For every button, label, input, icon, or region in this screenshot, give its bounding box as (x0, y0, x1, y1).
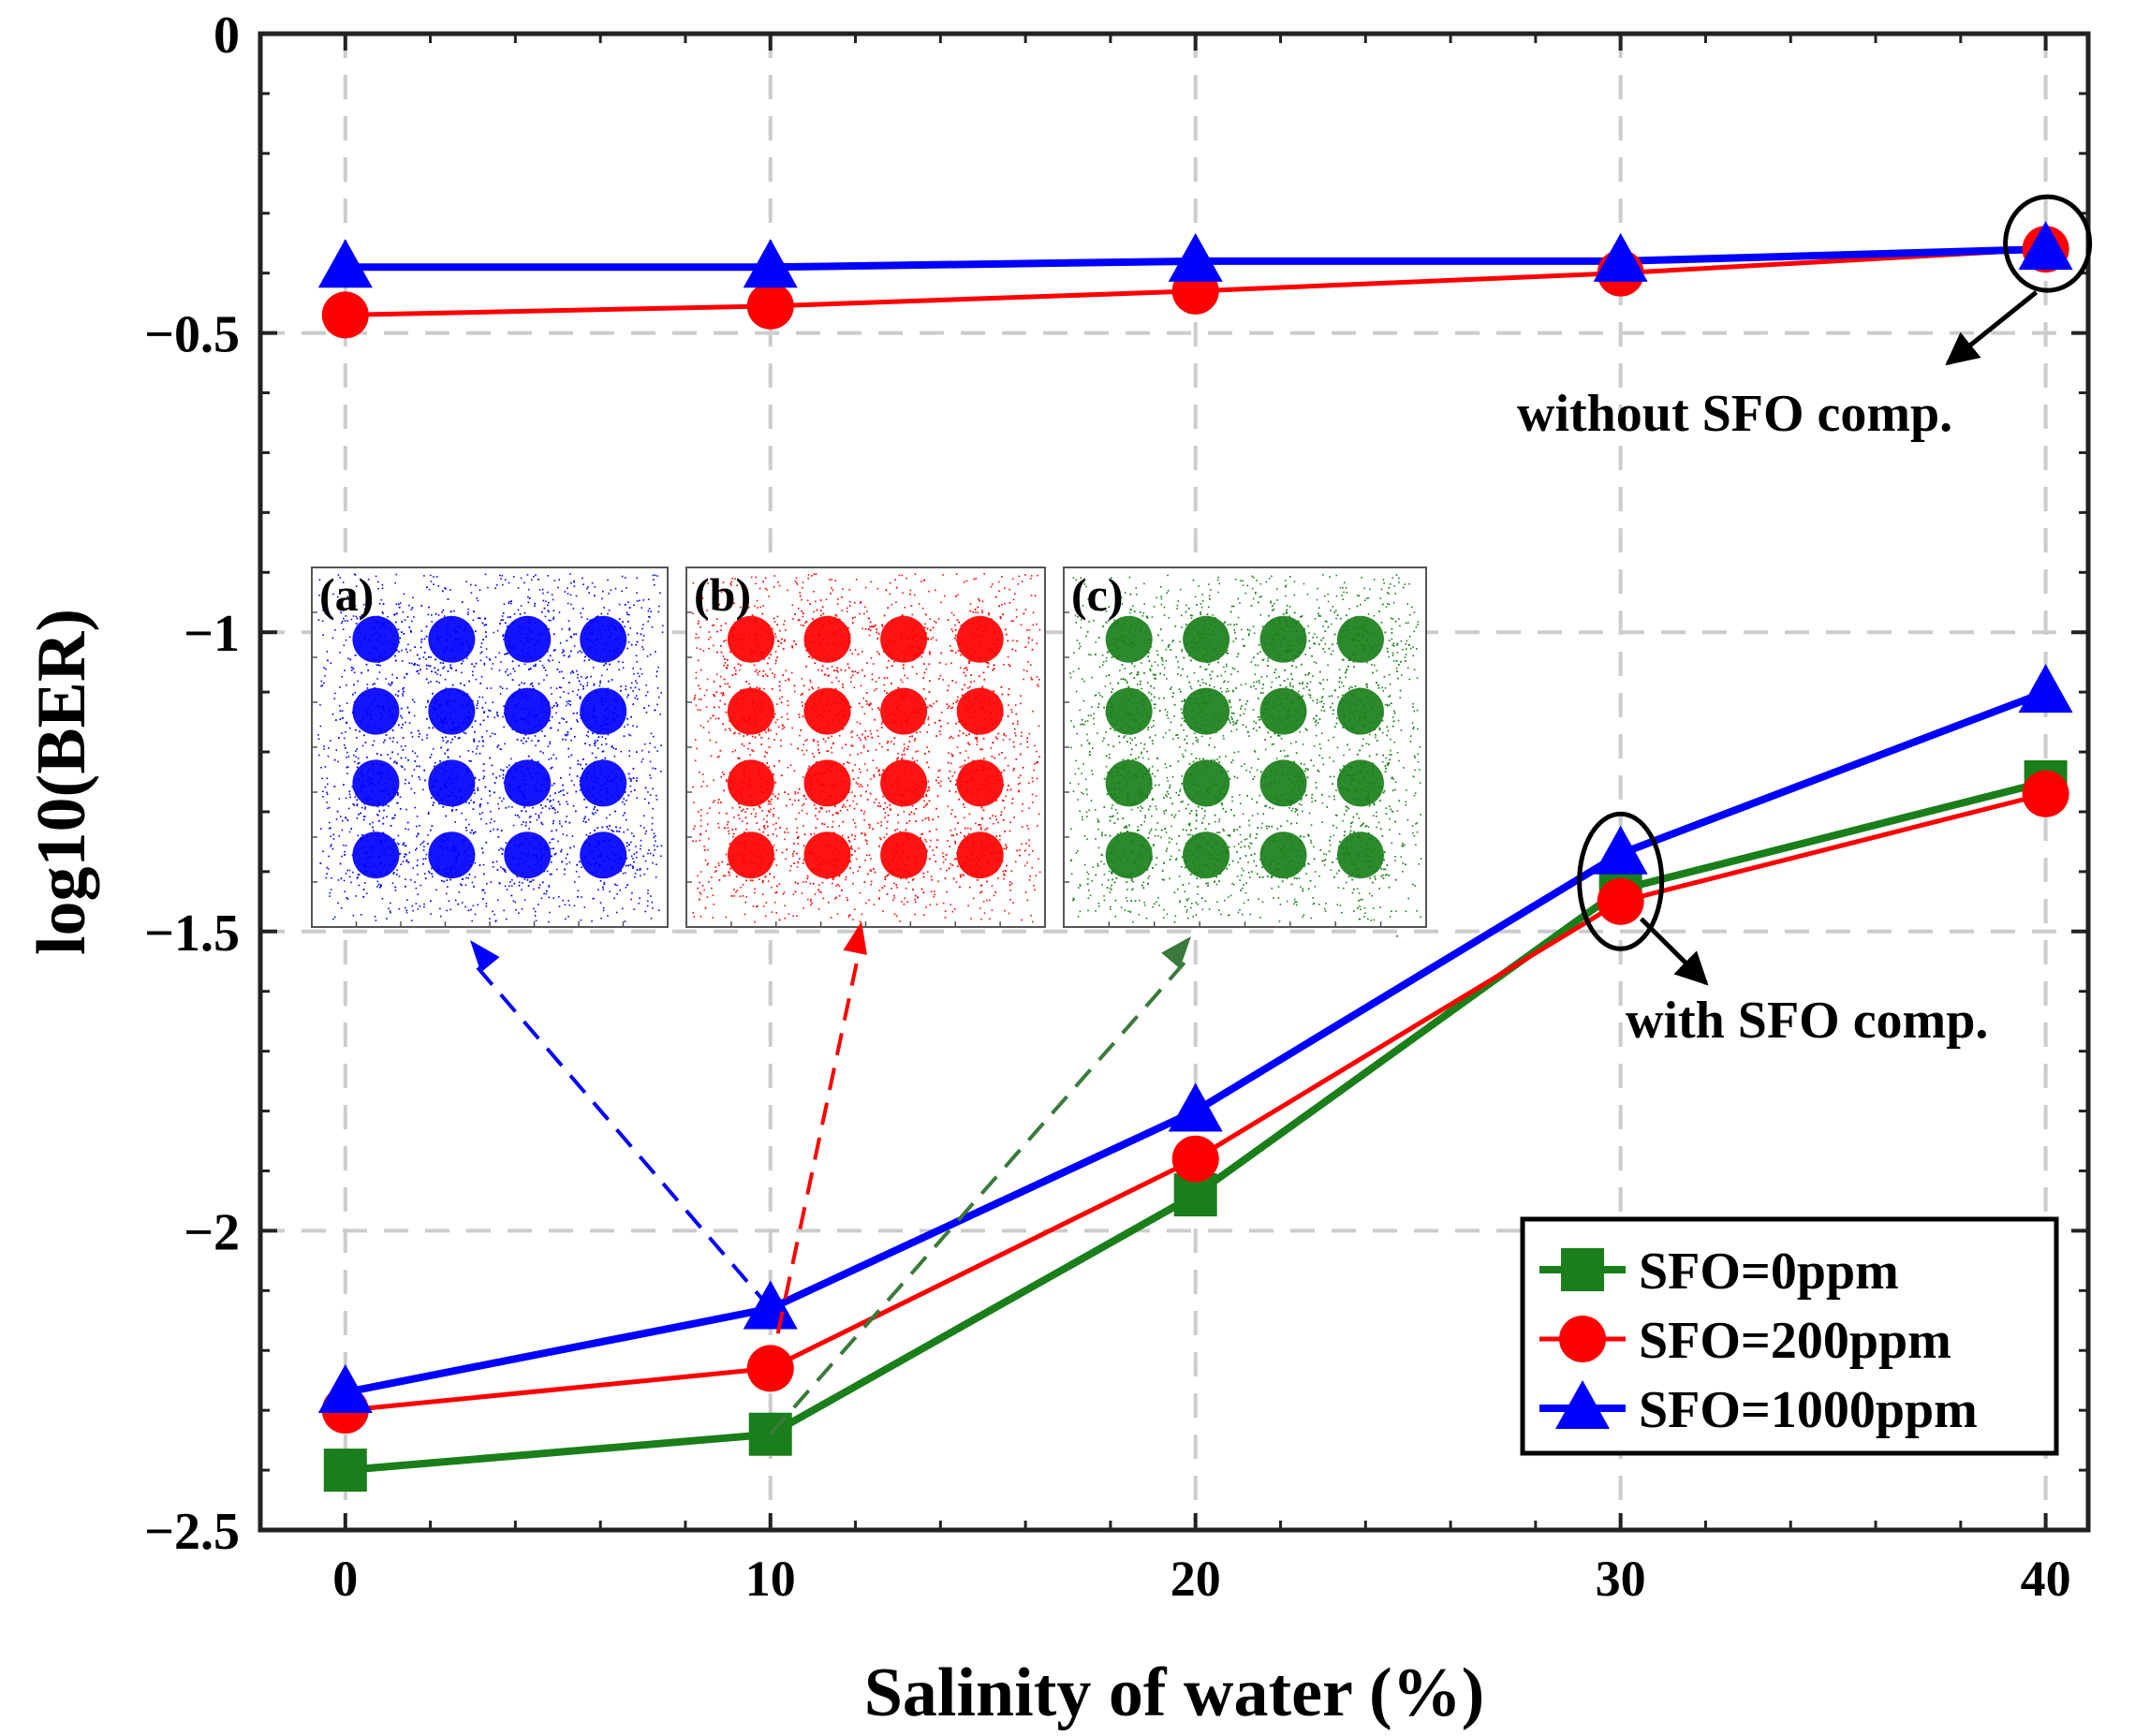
y-axis-label: log10(BER) (23, 609, 100, 955)
y-tick-label: −1.5 (144, 905, 240, 963)
series-clip-group (317, 221, 2073, 1493)
highlight-ellipse (2003, 194, 2093, 293)
x-tick-label: 0 (332, 1551, 358, 1607)
data-point (323, 1449, 367, 1493)
arrow-head (843, 921, 867, 955)
inset-arrow (769, 936, 1193, 1436)
data-point (2022, 770, 2069, 817)
data-point (321, 291, 369, 339)
y-tick-label: −2.5 (144, 1503, 240, 1561)
data-point (317, 1363, 373, 1413)
annotations: without SFO comp. with SFO comp. (1517, 194, 2093, 1050)
legend-marker (1559, 1316, 1606, 1362)
x-tick-label: 40 (2021, 1551, 2071, 1607)
legend-marker (1555, 1380, 1610, 1429)
data-point (743, 239, 798, 288)
data-point (317, 239, 373, 288)
axis-ticks (258, 32, 2088, 1532)
inset-label: (c) (1071, 568, 1124, 621)
legend: SFO=0ppm SFO=200ppm SFO=1000ppm (1520, 1216, 2059, 1456)
legend-label: SFO=1000ppm (1639, 1381, 1978, 1439)
arrow-shaft (468, 957, 773, 1310)
inset-label: (a) (319, 568, 374, 621)
legend-box (1520, 1216, 2059, 1456)
highlight-ellipse (1577, 811, 1665, 951)
inset-arrow (768, 921, 867, 1369)
data-point (2018, 664, 2073, 714)
x-tick-label: 10 (745, 1551, 796, 1607)
plot-frame (258, 31, 2091, 1533)
series-markers-4 (317, 221, 2073, 288)
inset-arrow (468, 940, 773, 1310)
data-point (1593, 825, 1648, 875)
arrow-shaft (768, 939, 863, 1369)
inset-label: (b) (694, 568, 751, 621)
y-tick-label: 0 (214, 7, 240, 65)
series-markers-2 (317, 664, 2073, 1413)
legend-label: SFO=0ppm (1639, 1243, 1899, 1301)
legend-entry: SFO=0ppm (1539, 1243, 1899, 1301)
annotation-arrow (1945, 290, 2039, 366)
constellation-points (692, 573, 1041, 923)
data-point (746, 282, 794, 330)
inset-a: (a) (311, 566, 669, 928)
y-tick-label: −0.5 (144, 306, 240, 364)
data-point (743, 1280, 798, 1330)
constellation-insets: (a) (b) (c) (311, 566, 1427, 1436)
x-tick-label: 20 (1171, 1551, 1221, 1607)
constellation-points (317, 573, 664, 923)
annotation-text: with SFO comp. (1626, 992, 1988, 1050)
x-axis-label: Salinity of water (%) (864, 1655, 1485, 1731)
tick-labels: 0 10 20 30 40 0 −0.5 −1 −1.5 −2 −2.5 (144, 7, 2071, 1607)
data-point (2018, 221, 2073, 271)
inset-c: (c) (1063, 566, 1427, 937)
series-layer (317, 221, 2073, 1493)
annotation-arrow (1639, 917, 1709, 986)
legend-label: SFO=200ppm (1639, 1312, 1951, 1370)
legend-entry: SFO=1000ppm (1539, 1380, 1978, 1439)
y-tick-label: −2 (184, 1203, 240, 1261)
y-tick-label: −1 (184, 605, 240, 663)
legend-entry: SFO=200ppm (1539, 1312, 1951, 1370)
data-point (1168, 1082, 1223, 1132)
annotation-without-sfo: without SFO comp. (1517, 194, 2093, 443)
annotation-text: without SFO comp. (1517, 385, 1952, 443)
data-point (1168, 232, 1223, 282)
legend-marker (1561, 1248, 1604, 1291)
annotation-with-sfo: with SFO comp. (1577, 811, 1988, 1050)
data-point (1171, 1135, 1219, 1183)
constellation-points (1069, 574, 1422, 937)
plot-border (258, 31, 2091, 1533)
arrow-head (1161, 936, 1191, 969)
data-point (1597, 877, 1644, 925)
data-point (1593, 232, 1648, 282)
arrow-head (470, 940, 500, 973)
x-tick-label: 30 (1596, 1551, 1646, 1607)
inset-b: (b) (685, 566, 1046, 928)
